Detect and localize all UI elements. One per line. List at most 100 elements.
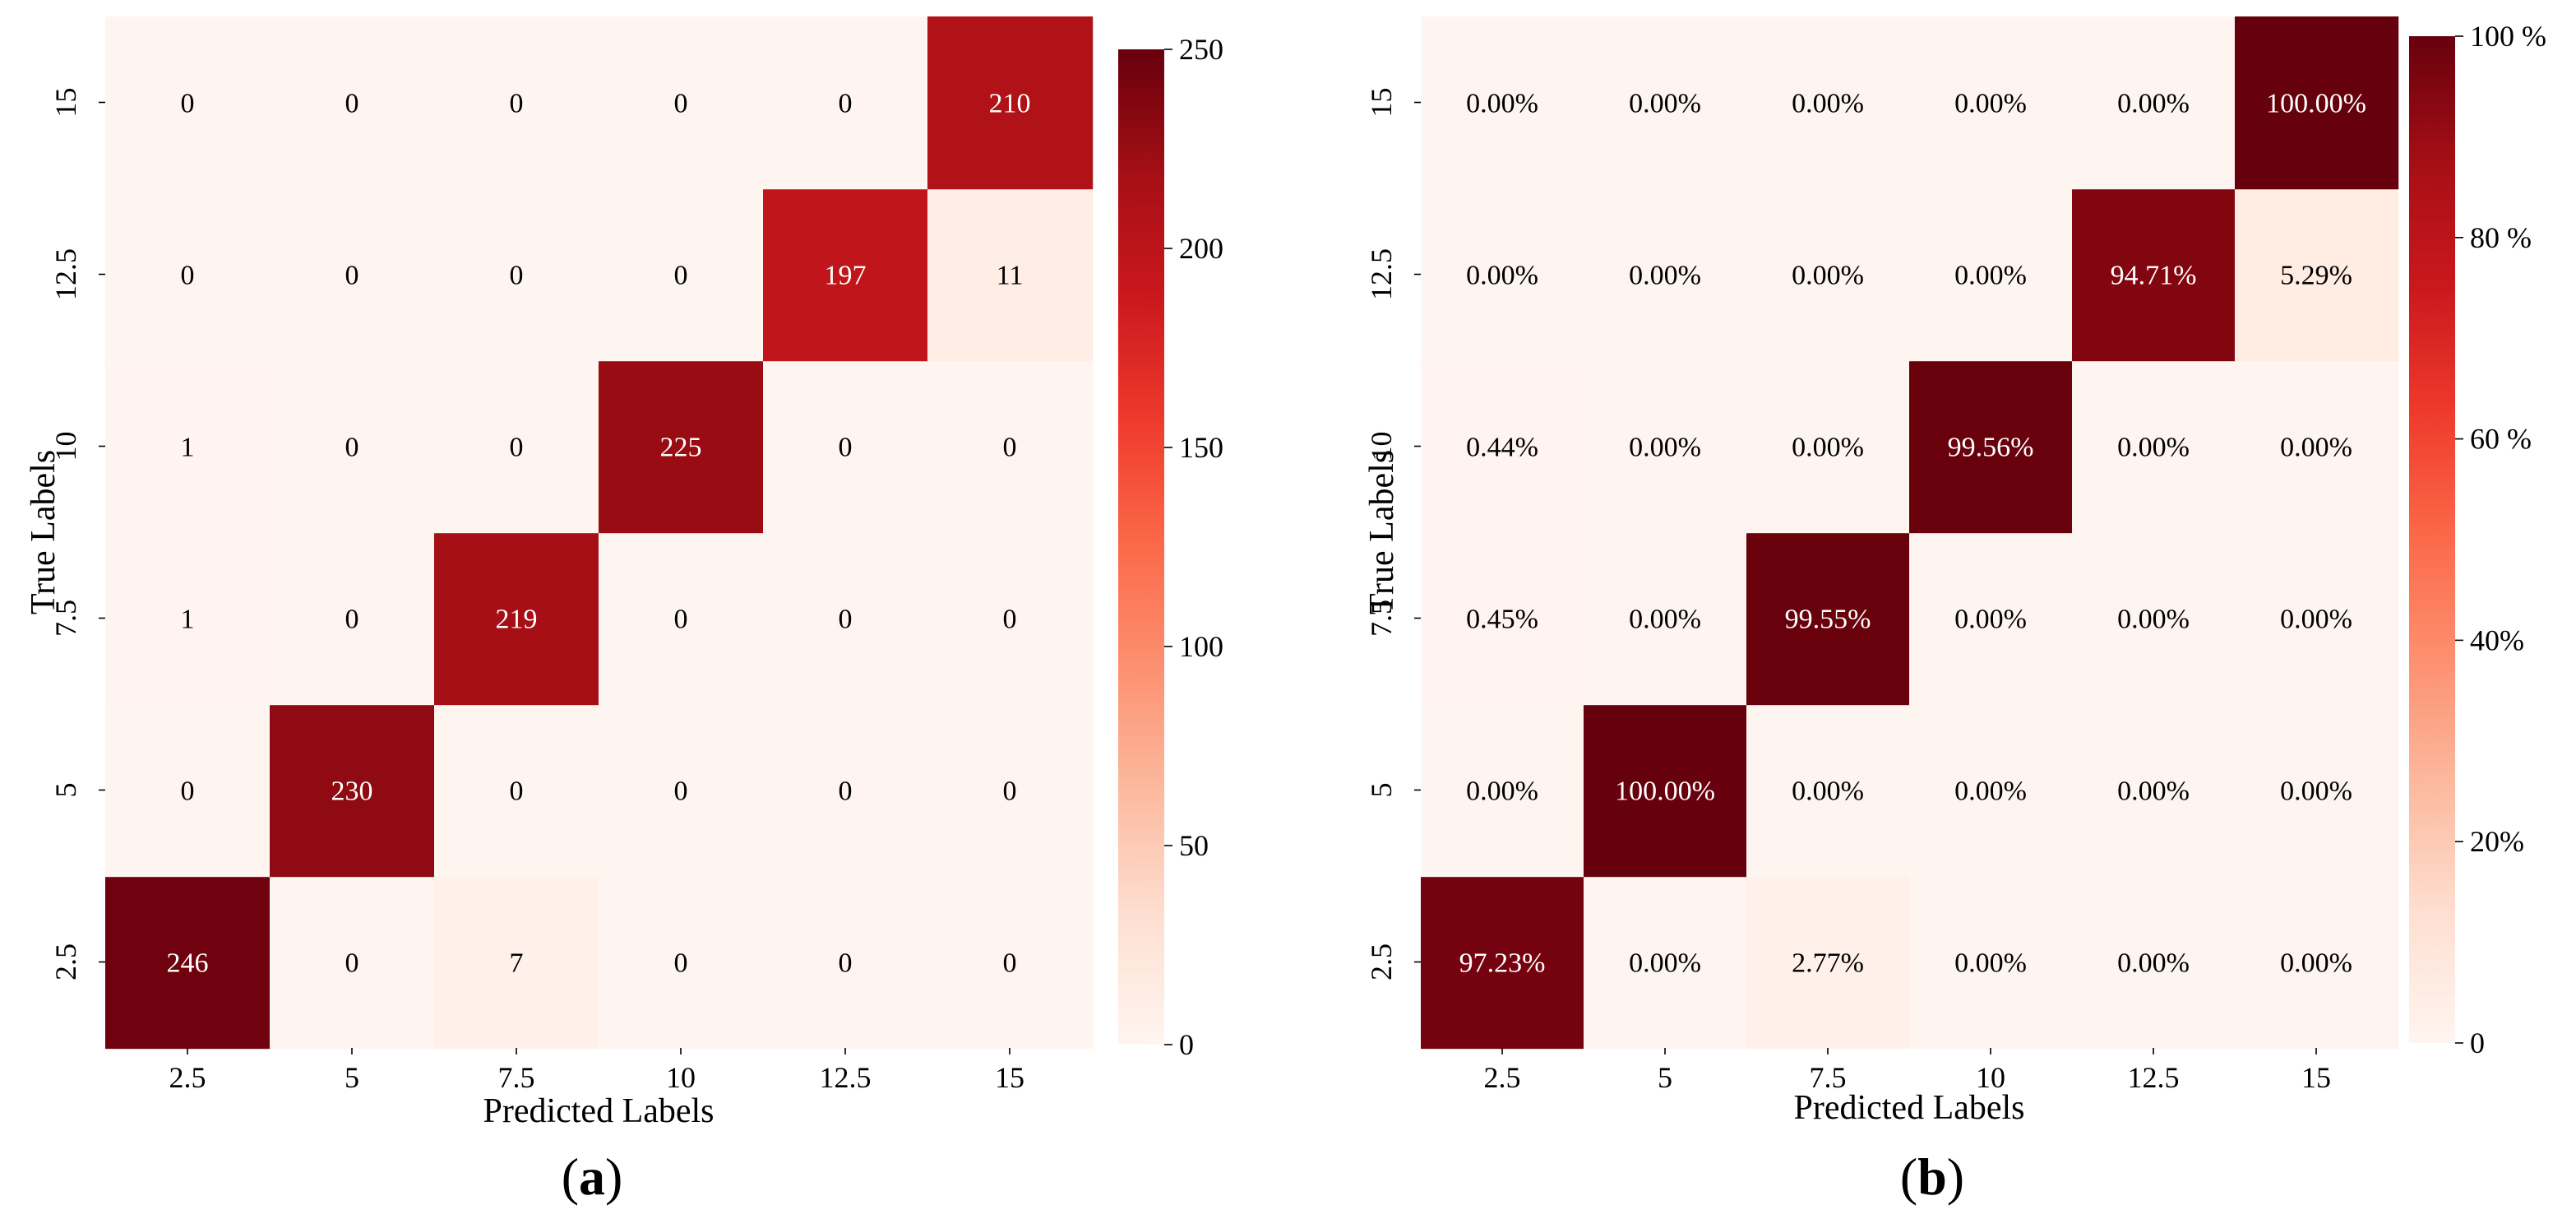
colorbar-tick-label: 250 bbox=[1179, 33, 1223, 66]
heatmap-cell-2.5-12.5 bbox=[2072, 876, 2236, 1050]
cell-value-label: 0.00% bbox=[1792, 89, 1864, 119]
heatmap-cell-15-12.5 bbox=[2072, 16, 2236, 190]
heatmap-cell-10-15 bbox=[927, 360, 1094, 534]
colorbar-tick-label: 40% bbox=[2470, 623, 2524, 656]
x-tick-label: 5 bbox=[345, 1061, 359, 1094]
heatmap-cell-2.5-15 bbox=[2235, 876, 2399, 1050]
heatmap-cell-7.5-10 bbox=[1909, 532, 2074, 706]
colorbar-tick-label: 60 % bbox=[2470, 423, 2532, 456]
heatmap-cell-10-5 bbox=[1584, 360, 1748, 534]
y-axis-label: True Labels bbox=[25, 450, 62, 614]
heatmap-cell-15-5 bbox=[1584, 16, 1748, 190]
heatmap-cell-12.5-12.5 bbox=[763, 188, 929, 362]
cell-value-label: 0.00% bbox=[1954, 605, 2027, 635]
cell-value-label: 246 bbox=[167, 948, 209, 979]
x-tick-label: 12.5 bbox=[820, 1061, 872, 1094]
cell-value-label: 0 bbox=[345, 89, 359, 119]
heatmap-cell-5-10 bbox=[599, 704, 765, 878]
heatmap-cell-5-12.5 bbox=[2072, 704, 2236, 878]
cell-value-label: 0.00% bbox=[1954, 89, 2027, 119]
cell-value-label: 0.00% bbox=[2117, 89, 2190, 119]
cell-value-label: 0 bbox=[674, 605, 688, 635]
heatmap-cell-12.5-7.5 bbox=[434, 188, 600, 362]
heatmap-cell-10-7.5 bbox=[1746, 360, 1911, 534]
panel-caption-letter: a bbox=[579, 1147, 605, 1206]
x-tick-label: 2.5 bbox=[1484, 1061, 1521, 1094]
heatmap-cell-15-7.5 bbox=[434, 16, 600, 190]
heatmap-cell-7.5-15 bbox=[927, 532, 1094, 706]
cell-value-label: 0.00% bbox=[1954, 261, 2027, 291]
panel-caption-letter: b bbox=[1917, 1147, 1947, 1206]
y-tick-label: 7.5 bbox=[49, 600, 82, 637]
heatmap-cell-12.5-15 bbox=[927, 188, 1094, 362]
cell-value-label: 0 bbox=[674, 776, 688, 807]
x-axis-label: Predicted Labels bbox=[483, 1092, 714, 1130]
cell-value-label: 1 bbox=[181, 433, 195, 463]
panel-scale-group: 246 0 7 0 0 00 230 0 0 0 01 0 219 0 0 01 0 0 225 0 00 0 0 0 197 1… bbox=[25, 16, 1223, 1130]
cell-value-label: 0.00% bbox=[1629, 261, 1701, 291]
heatmap-cell-7.5-7.5 bbox=[1746, 532, 1911, 706]
cell-value-label: 0.00% bbox=[2280, 776, 2352, 807]
cell-value-label: 0.00% bbox=[1954, 776, 2027, 807]
heatmap-cell-10-7.5 bbox=[434, 360, 600, 534]
x-tick-label: 10 bbox=[1976, 1061, 2005, 1094]
heatmap-cell-10-12.5 bbox=[763, 360, 929, 534]
panel-caption-close-paren: ) bbox=[1947, 1147, 1964, 1206]
heatmap-cell-2.5-10 bbox=[599, 876, 765, 1050]
heatmap-cell-7.5-10 bbox=[599, 532, 765, 706]
x-tick-label: 15 bbox=[995, 1061, 1024, 1094]
cell-value-label: 0.44% bbox=[1466, 433, 1538, 463]
heatmap-cell-15-12.5 bbox=[763, 16, 929, 190]
cell-value-label: 0 bbox=[345, 605, 359, 635]
colorbar-tick-label: 80 % bbox=[2470, 221, 2532, 254]
heatmap-cell-12.5-10 bbox=[1909, 188, 2074, 362]
heatmap-cell-10-2.5 bbox=[1421, 360, 1585, 534]
colorbar-tick-label: 20% bbox=[2470, 825, 2524, 858]
cell-value-label: 11 bbox=[997, 261, 1024, 291]
heatmap-cell-7.5-2.5 bbox=[105, 532, 271, 706]
heatmap-cell-12.5-5 bbox=[270, 188, 436, 362]
colorbar-tick-label: 0 bbox=[1179, 1028, 1194, 1061]
cell-value-label: 0 bbox=[181, 776, 195, 807]
cell-value-label: 0.00% bbox=[1792, 433, 1864, 463]
y-tick-label: 7.5 bbox=[1365, 600, 1398, 637]
cell-value-label: 0 bbox=[839, 89, 853, 119]
heatmap-cell-10-10 bbox=[599, 360, 765, 534]
heatmap-cell-12.5-10 bbox=[599, 188, 765, 362]
heatmap-cell-2.5-2.5 bbox=[1421, 876, 1585, 1050]
cell-value-label: 0.00% bbox=[1466, 89, 1538, 119]
x-tick-label: 7.5 bbox=[1810, 1061, 1847, 1094]
heatmap-cell-12.5-12.5 bbox=[2072, 188, 2236, 362]
cell-value-label: 0.00% bbox=[1629, 89, 1701, 119]
panel-caption: (a) bbox=[562, 1147, 623, 1206]
cell-value-label: 0.45% bbox=[1466, 605, 1538, 635]
heatmap-cell-15-15 bbox=[2235, 16, 2399, 190]
heatmap-cell-10-5 bbox=[270, 360, 436, 534]
cell-value-label: 0.00% bbox=[2117, 605, 2190, 635]
cell-value-label: 97.23% bbox=[1459, 948, 1546, 979]
panel-caption-open-paren: ( bbox=[1900, 1147, 1917, 1206]
heatmap-cell-2.5-10 bbox=[1909, 876, 2074, 1050]
cell-value-label: 0 bbox=[674, 89, 688, 119]
cell-value-label: 5.29% bbox=[2280, 261, 2352, 291]
heatmap-cell-7.5-7.5 bbox=[434, 532, 600, 706]
cell-value-label: 230 bbox=[331, 776, 373, 807]
heatmap-cell-10-15 bbox=[2235, 360, 2399, 534]
cell-value-label: 0.00% bbox=[1629, 948, 1701, 979]
heatmap-cell-7.5-5 bbox=[270, 532, 436, 706]
cell-value-label: 0 bbox=[510, 776, 524, 807]
y-tick-label: 15 bbox=[1365, 88, 1398, 118]
x-tick-label: 2.5 bbox=[169, 1061, 206, 1094]
heatmap-cell-12.5-2.5 bbox=[1421, 188, 1585, 362]
heatmap-cell-15-2.5 bbox=[1421, 16, 1585, 190]
x-tick-label: 5 bbox=[1658, 1061, 1672, 1094]
y-tick-label: 12.5 bbox=[1365, 248, 1398, 300]
heatmap-cell-2.5-12.5 bbox=[763, 876, 929, 1050]
cell-value-label: 0 bbox=[181, 89, 195, 119]
heatmap-cell-12.5-5 bbox=[1584, 188, 1748, 362]
cell-value-label: 0.00% bbox=[1629, 605, 1701, 635]
cell-value-label: 0 bbox=[1003, 433, 1017, 463]
cell-value-label: 0.00% bbox=[1629, 433, 1701, 463]
heatmap-cell-5-5 bbox=[1584, 704, 1748, 878]
heatmap-cell-7.5-2.5 bbox=[1421, 532, 1585, 706]
